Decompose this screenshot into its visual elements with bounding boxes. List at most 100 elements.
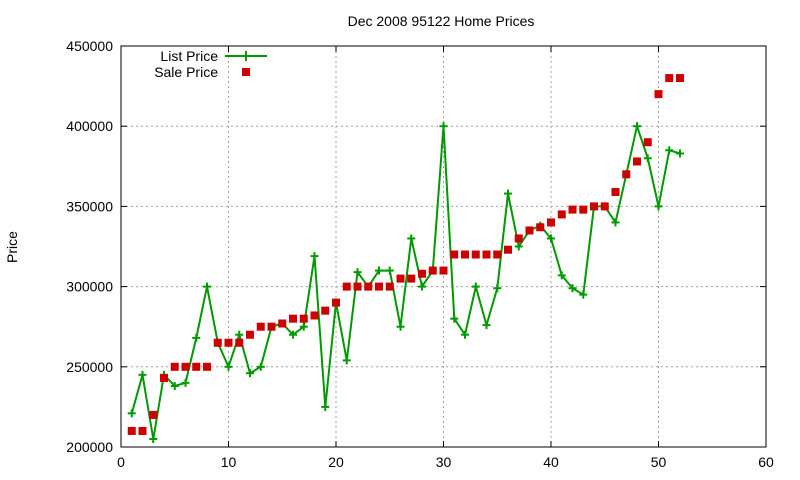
sale-price-point [127, 426, 136, 435]
list-price-point [633, 122, 641, 131]
list-price-point [407, 234, 416, 243]
sale-price-point [192, 362, 201, 371]
legend-marker-list-price [241, 51, 251, 61]
list-price-point [353, 268, 362, 277]
list-price-point [170, 382, 179, 391]
sale-price-point [536, 223, 545, 232]
sale-price-point [622, 170, 631, 179]
sale-price-point [439, 266, 448, 275]
y-tick-label: 300000 [66, 279, 113, 295]
y-tick-label: 250000 [66, 359, 113, 375]
list-price-point [547, 234, 555, 243]
sale-price-point [321, 306, 330, 315]
legend-marker-sale-price [242, 68, 250, 76]
y-tick-label: 200000 [66, 439, 113, 455]
chart-title: Dec 2008 95122 Home Prices [348, 13, 535, 29]
y-tick-label: 350000 [66, 198, 113, 214]
y-tick-label: 400000 [66, 118, 113, 134]
sale-price-point [482, 250, 491, 259]
sale-price-point [235, 338, 244, 347]
list-price-point [149, 434, 158, 443]
x-tick-label: 30 [436, 454, 452, 470]
x-tick-label: 50 [651, 454, 667, 470]
sale-price-point [600, 202, 609, 211]
list-price-point [557, 271, 566, 280]
list-price-point [396, 322, 405, 331]
list-price-point [450, 314, 459, 323]
list-price-point [310, 252, 319, 261]
list-price-point [461, 330, 469, 339]
list-price-point [676, 149, 684, 158]
y-axis-ticks: 200000 250000 300000 350000 400000 450000 [66, 38, 766, 455]
sale-price-point [299, 314, 308, 323]
list-price-point [289, 330, 297, 339]
sale-price-point [568, 205, 577, 214]
sale-price-point [633, 157, 641, 166]
x-tick-label: 40 [543, 454, 559, 470]
sale-price-point [256, 322, 265, 331]
sale-price-point [471, 250, 480, 259]
x-tick-label: 0 [117, 454, 125, 470]
list-price-line [130, 122, 681, 440]
list-price-point [224, 362, 233, 371]
list-price-point [375, 266, 383, 275]
legend-label-sale-price: Sale Price [154, 64, 218, 80]
grid-lines [121, 46, 766, 447]
list-price-point [342, 356, 351, 365]
sale-price-point [504, 245, 512, 254]
sale-price-point [579, 205, 588, 214]
list-price-point [579, 290, 588, 299]
sale-price-point [590, 202, 598, 211]
list-price-point [418, 282, 426, 291]
list-price-point [127, 409, 136, 418]
list-price-point [643, 154, 652, 163]
sale-price-point [246, 330, 254, 339]
sale-price-point [375, 282, 383, 291]
sale-price-point [493, 250, 502, 259]
list-price-point [299, 322, 308, 331]
sale-price-point [396, 274, 405, 283]
sale-price-point [461, 250, 469, 259]
sale-price-point [181, 362, 190, 371]
list-price-point [256, 362, 265, 371]
list-price-point [138, 370, 147, 379]
sale-price-point [557, 210, 566, 219]
sale-price-point [385, 282, 394, 291]
sale-price-point [353, 282, 362, 291]
x-axis-ticks: 0 10 20 30 40 50 60 [117, 46, 774, 470]
sale-price-point [450, 250, 459, 259]
series-layer [127, 74, 684, 443]
sale-price-point [676, 74, 684, 83]
list-price-point [385, 266, 394, 275]
list-price-point [181, 378, 190, 387]
sale-price-point [332, 298, 340, 307]
sale-price-point [278, 319, 287, 328]
sale-price-point [364, 282, 373, 291]
sale-price-point [514, 234, 523, 243]
sale-price-point [310, 311, 319, 320]
list-price-point [568, 284, 577, 293]
sale-price-point [418, 269, 426, 278]
sale-price-point [643, 138, 652, 147]
list-price-point [514, 242, 523, 251]
list-price-point [321, 402, 330, 411]
list-price-point [235, 330, 244, 339]
sale-price-point [203, 362, 211, 371]
sale-price-point [289, 314, 297, 323]
list-price-point [493, 284, 502, 293]
sale-price-point [170, 362, 179, 371]
sale-price-point [654, 90, 663, 99]
legend-label-list-price: List Price [160, 48, 218, 64]
y-tick-label: 450000 [66, 38, 113, 54]
sale-price-point [138, 426, 147, 435]
sale-price-point [665, 74, 674, 83]
sale-price-point [428, 266, 437, 275]
sale-price-point [160, 374, 168, 383]
sale-price-point [407, 274, 416, 283]
list-price-point [482, 321, 491, 330]
sale-price-point [213, 338, 222, 347]
legend: List Price Sale Price [154, 48, 267, 80]
list-price-point [665, 146, 674, 155]
list-price-point [246, 369, 254, 378]
